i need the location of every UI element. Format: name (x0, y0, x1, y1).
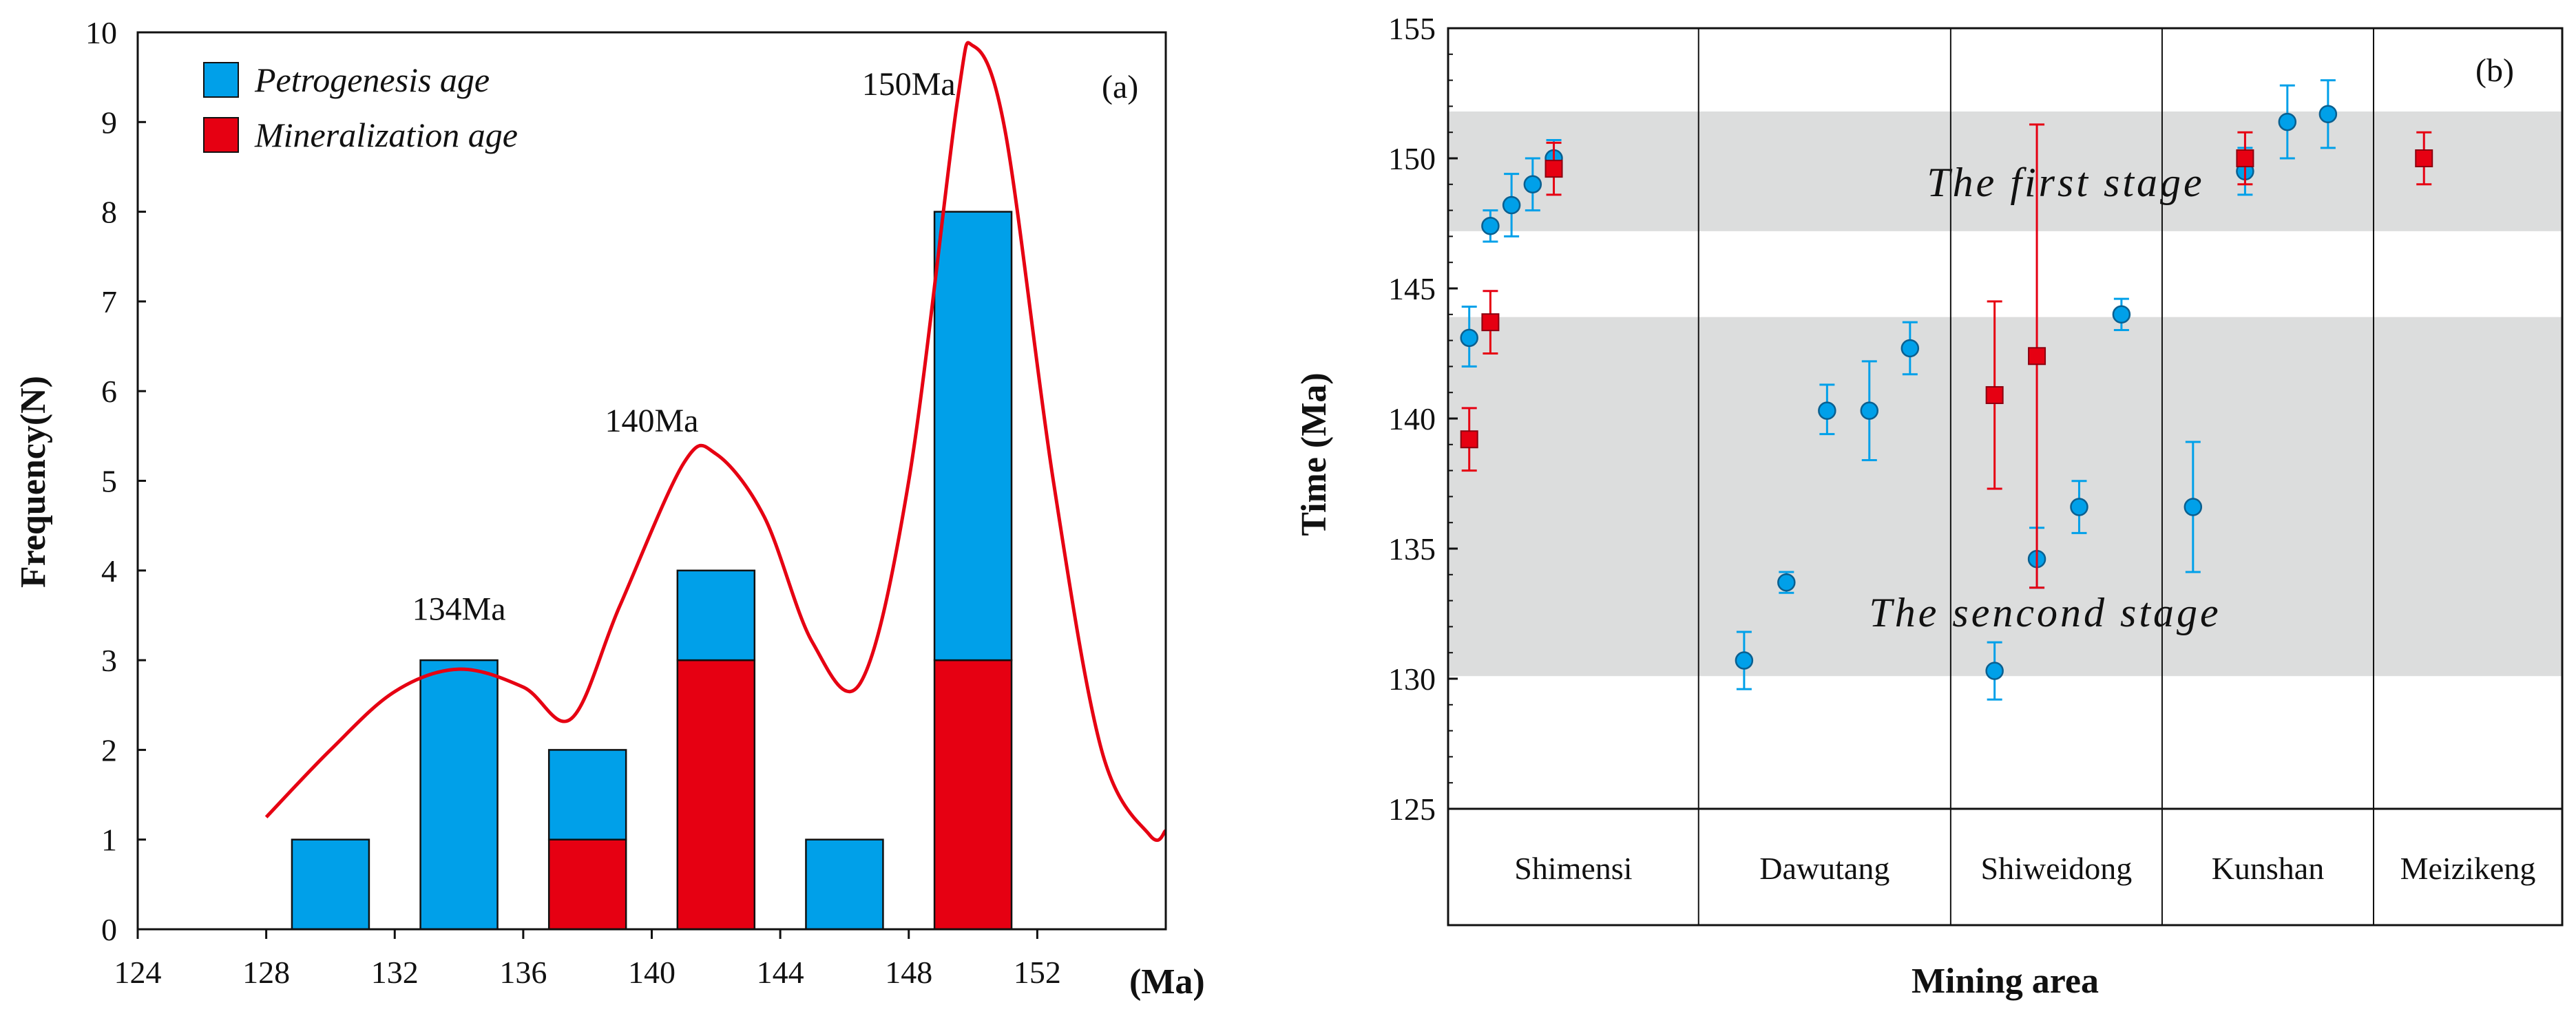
x-tick-label-124: 124 (114, 955, 162, 990)
annotation-140Ma: 140Ma (605, 403, 699, 439)
petrogenesis-point-12 (2070, 498, 2088, 516)
y-tick-label-9: 9 (101, 105, 117, 140)
y-axis-title-b: Time (Ma) (1295, 372, 1334, 536)
petrogenesis-point-0 (1460, 328, 1478, 348)
y-axis-title: Frequency(N) (14, 376, 53, 588)
annotation-150Ma: 150Ma (862, 66, 956, 103)
panel-a-histogram: 0 1 2 3 4 5 6 7 8 9 10 124 128 132 136 140 144 148 152 13… (14, 15, 1205, 1002)
panel-label: (a) (1102, 69, 1138, 105)
category-label-kunshan: Kunshan (2212, 851, 2325, 886)
y-tick-label-b-155: 155 (1388, 11, 1436, 46)
bar-petrogenesis-130 (291, 838, 370, 931)
petrogenesis-point-7 (1818, 401, 1836, 420)
bar-petrogenesis-150 (933, 211, 1013, 662)
petrogenesis-point-17 (2318, 105, 2338, 123)
petrogenesis-point-14 (2184, 498, 2203, 516)
distribution-curve (264, 41, 1167, 843)
y-tick-label-b-130: 130 (1388, 662, 1436, 697)
bar-petrogenesis-146 (805, 838, 884, 931)
legend-swatch-petrogenesis (203, 62, 239, 98)
category-label-shiweidong: Shiweidong (1981, 851, 2133, 886)
bar-petrogenesis-138 (547, 749, 627, 840)
y-tick-label-0: 0 (101, 912, 117, 947)
x-tick-label-152: 152 (1014, 955, 1061, 990)
y-tick-label-6: 6 (101, 374, 117, 409)
x-tick-label-128: 128 (242, 955, 290, 990)
stage-band-1 (1448, 111, 2562, 231)
y-tick-label-1: 1 (101, 823, 117, 858)
bars-group (291, 211, 1013, 931)
stage-bands (1448, 111, 2562, 677)
bar-mineralization-150 (933, 659, 1013, 931)
petrogenesis-point-9 (1900, 339, 1920, 358)
stage-labels: The first stage The sencond stage (1869, 160, 2221, 635)
petrogenesis-point-5 (1735, 651, 1754, 670)
area-dividers (1697, 28, 2375, 925)
x-tick-label-136: 136 (499, 955, 547, 990)
mineralization-point-4 (2028, 347, 2046, 366)
x-tick-label-144: 144 (757, 955, 804, 990)
category-labels: Shimensi Dawutang Shiweidong Kunshan Meizike… (1514, 851, 2535, 886)
petrogenesis-point-16 (2278, 112, 2297, 131)
panel-label-b: (b) (2475, 52, 2514, 89)
x-axis-title: (Ma) (1129, 962, 1205, 1002)
x-axis-title-b: Mining area (1912, 962, 2099, 1001)
category-label-dawutang: Dawutang (1759, 851, 1889, 886)
y-tick-label-5: 5 (101, 464, 117, 499)
category-label-meizikeng: Meizikeng (2400, 851, 2536, 886)
petrogenesis-point-2 (1502, 195, 1521, 215)
plot-frame-b (1447, 27, 2564, 927)
y-axis-ticks-b: 125 130 135 140 145 150 155 (1388, 11, 1458, 827)
y-tick-label-8: 8 (101, 195, 117, 230)
bar-petrogenesis-142 (676, 569, 756, 662)
mineralization-point-5 (2236, 149, 2254, 167)
x-tick-label-132: 132 (371, 955, 419, 990)
bar-mineralization-138 (547, 838, 627, 931)
y-tick-label-10: 10 (85, 15, 117, 50)
y-tick-label-3: 3 (101, 643, 117, 678)
petrogenesis-point-3 (1523, 175, 1542, 194)
category-label-shimensi: Shimensi (1514, 851, 1632, 886)
mineralization-point-1 (1481, 313, 1500, 332)
stage-label-1: The first stage (1927, 160, 2204, 205)
mineralization-point-0 (1460, 430, 1478, 449)
legend: Petrogenesis age Mineralization age (203, 61, 518, 154)
mineralization-point-2 (1544, 160, 1563, 178)
peak-annotations: 134Ma 140Ma 150Ma (412, 66, 956, 627)
y-tick-label-b-135: 135 (1388, 531, 1436, 567)
mineralization-point-3 (1985, 385, 2004, 404)
petrogenesis-point-10 (1985, 662, 2004, 680)
y-tick-label-b-140: 140 (1388, 401, 1436, 436)
petrogenesis-point-6 (1777, 573, 1796, 592)
x-tick-label-140: 140 (628, 955, 676, 990)
petrogenesis-point-1 (1481, 217, 1500, 235)
petrogenesis-point-13 (2112, 305, 2131, 324)
petrogenesis-point-8 (1860, 401, 1879, 420)
y-tick-label-b-145: 145 (1388, 271, 1436, 306)
x-tick-label-148: 148 (885, 955, 932, 990)
bar-petrogenesis-134 (419, 659, 499, 931)
x-axis-ticks: 124 128 132 136 140 144 148 152 (114, 929, 1061, 990)
legend-label-mineralization: Mineralization age (254, 116, 518, 154)
y-tick-label-2: 2 (101, 732, 117, 768)
bar-mineralization-142 (676, 659, 756, 931)
y-tick-label-7: 7 (101, 284, 117, 319)
y-tick-label-b-150: 150 (1388, 141, 1436, 176)
mineralization-point-6 (2415, 149, 2433, 167)
y-tick-label-b-125: 125 (1388, 792, 1436, 827)
legend-label-petrogenesis: Petrogenesis age (254, 61, 490, 99)
stage-label-2: The sencond stage (1869, 590, 2221, 635)
annotation-134Ma: 134Ma (412, 591, 506, 627)
stage-band-2 (1448, 317, 2562, 677)
data-points (1460, 79, 2433, 701)
y-tick-label-4: 4 (101, 553, 117, 589)
y-axis-ticks: 0 1 2 3 4 5 6 7 8 9 10 (85, 15, 146, 947)
legend-swatch-mineralization (203, 117, 239, 153)
